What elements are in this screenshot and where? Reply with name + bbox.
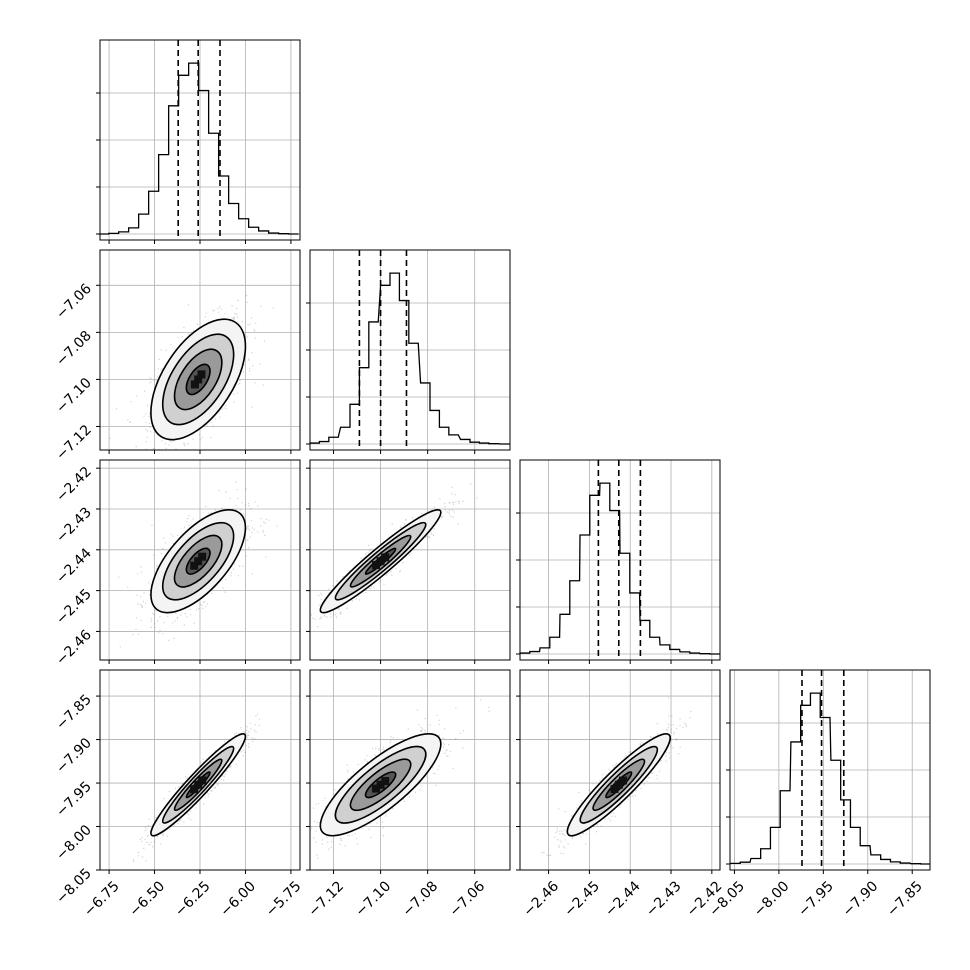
scatter-panel-1-0: [96, 249, 301, 454]
scatter-panel-2-1: [306, 459, 511, 664]
x-tick-label: −5.75: [263, 878, 305, 920]
density-peak: [198, 776, 207, 785]
density-peak: [190, 561, 199, 570]
y-tick-label: −2.45: [53, 586, 95, 628]
x-tick-label: −2.43: [643, 878, 685, 920]
y-tick-label: −7.85: [53, 692, 95, 734]
x-tick-label: −2.45: [561, 878, 603, 920]
histogram-3: [729, 692, 931, 865]
x-tick-label: −6.75: [81, 878, 123, 920]
y-tick-label: −2.46: [53, 627, 95, 669]
panel-bg: [310, 460, 510, 660]
y-tick-label: −2.42: [53, 464, 95, 506]
density-peak: [371, 784, 380, 793]
y-tick-label: −2.44: [53, 545, 95, 587]
x-tick-label: −2.44: [602, 878, 644, 920]
x-tick-label: −7.95: [795, 878, 837, 920]
x-tick-label: −7.85: [884, 878, 926, 920]
histogram-2: [519, 482, 720, 655]
x-tick-label: −7.10: [353, 878, 395, 920]
scatter-panel-3-2: [516, 669, 721, 874]
scatter-points: [310, 699, 490, 859]
density-peak: [190, 785, 199, 794]
x-tick-label: −7.06: [447, 878, 489, 920]
x-tick-label: −2.46: [521, 878, 563, 920]
x-tick-label: −8.00: [751, 878, 793, 920]
density-peak: [194, 780, 203, 789]
hist-panel-0: [96, 39, 301, 244]
x-tick-label: −7.12: [305, 878, 347, 920]
density-peak: [372, 561, 381, 570]
x-tick-label: −6.00: [217, 878, 259, 920]
panel-frame: [729, 669, 931, 871]
y-tick-label: −7.08: [53, 328, 95, 370]
density-peak: [194, 375, 203, 384]
scatter-panel-3-1: [306, 669, 511, 874]
y-tick-label: −2.43: [53, 504, 95, 546]
x-tick-label: −6.25: [172, 878, 214, 920]
scatter-panel-2-0: [96, 459, 301, 664]
histogram-0: [98, 62, 299, 235]
density-peak: [198, 552, 207, 561]
density-peak: [376, 780, 385, 789]
y-tick-label: −8.00: [53, 822, 95, 864]
scatter-panel-3-0: [96, 669, 301, 874]
panel-frame: [309, 249, 511, 451]
panel-frame: [309, 459, 511, 661]
hist-panel-3: [726, 669, 931, 874]
panel-frame: [519, 459, 721, 661]
density-peak: [610, 785, 619, 794]
histogram-1: [309, 272, 510, 445]
y-tick-label: −7.90: [53, 735, 95, 777]
x-tick-label: −6.50: [127, 878, 169, 920]
y-tick-label: −7.10: [53, 375, 95, 417]
panel-frame: [519, 669, 721, 871]
density-peak: [614, 780, 623, 789]
density-peak: [381, 553, 390, 562]
density-peak: [190, 380, 199, 389]
hist-panel-1: [306, 249, 511, 454]
panel-frame: [309, 669, 511, 871]
y-tick-label: −7.12: [53, 422, 95, 464]
density-peak: [197, 370, 206, 379]
y-tick-label: −7.95: [53, 779, 95, 821]
density-peak: [619, 776, 628, 785]
y-tick-label: −7.06: [53, 281, 95, 323]
density-peak: [381, 777, 390, 786]
x-tick-label: −7.08: [400, 878, 442, 920]
hist-panel-2: [516, 459, 721, 664]
density-peak: [376, 557, 385, 566]
density-peak: [194, 557, 203, 566]
x-tick-label: −7.90: [840, 878, 882, 920]
